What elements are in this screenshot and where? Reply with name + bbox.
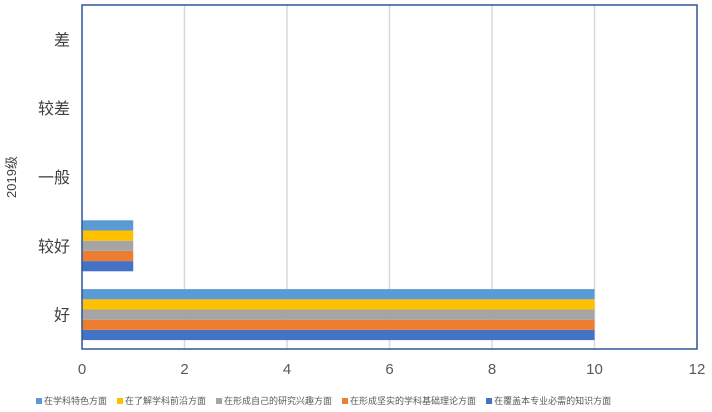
x-tick-label-6: 6 <box>385 361 393 378</box>
legend-entry: 在学科特色方面 <box>44 395 107 406</box>
legend-swatch <box>216 398 223 404</box>
legend-entry: 在覆盖本专业必需的知识方面 <box>494 395 611 406</box>
bar-0-1 <box>82 319 595 330</box>
legend-swatch <box>117 398 124 404</box>
plot-area-border <box>81 4 698 350</box>
category-label: 一般 <box>38 169 70 187</box>
x-tick-label-8: 8 <box>488 361 496 378</box>
bar-0-2 <box>82 309 595 320</box>
legend-swatch <box>36 398 42 404</box>
legend-swatch <box>486 398 493 404</box>
x-tick-label-0: 0 <box>78 361 86 378</box>
legend-entry: 在形成自己的研究兴趣方面 <box>224 395 332 406</box>
legend-swatch <box>342 398 349 404</box>
category-label: 较好 <box>38 238 70 256</box>
bar-0-0 <box>82 329 595 341</box>
x-tick-label-2: 2 <box>180 361 188 378</box>
bar-0-4 <box>82 289 595 300</box>
y-axis-title: 2019级 <box>4 156 19 198</box>
x-tick-labels: 0 2 4 6 8 10 12 <box>78 361 706 378</box>
bars <box>82 220 595 341</box>
bar-1-0 <box>82 261 134 272</box>
x-tick-label-12: 12 <box>689 361 706 378</box>
legend: 在学科特色方面 在了解学科前沿方面 在形成自己的研究兴趣方面 在形成坚实的学科基础理论… <box>36 395 611 406</box>
bar-1-4 <box>82 220 134 231</box>
category-label: 好 <box>54 307 70 325</box>
legend-entry: 在了解学科前沿方面 <box>125 395 206 406</box>
bar-1-3 <box>82 230 134 241</box>
x-tick-label-10: 10 <box>586 361 603 378</box>
x-tick-label-4: 4 <box>283 361 291 378</box>
bar-1-2 <box>82 240 134 251</box>
category-labels: 好 较好 一般 较差 差 <box>38 31 70 324</box>
category-label: 差 <box>54 31 70 49</box>
legend-entry: 在形成坚实的学科基础理论方面 <box>350 395 476 406</box>
bar-1-1 <box>82 250 134 262</box>
bar-0-3 <box>82 299 595 310</box>
category-label: 较差 <box>38 100 70 118</box>
